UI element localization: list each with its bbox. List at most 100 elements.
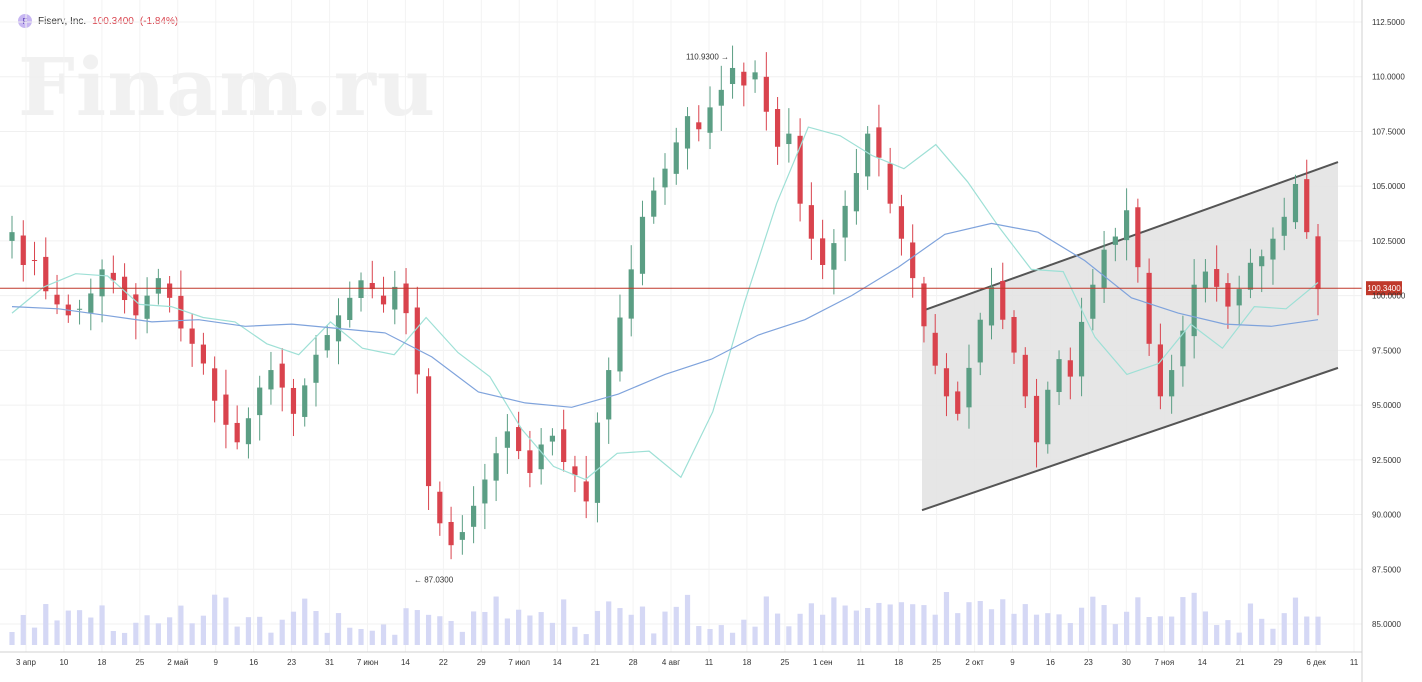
x-tick-label: 25 — [780, 658, 789, 667]
candle — [898, 206, 905, 239]
candle — [673, 142, 679, 174]
candle — [189, 328, 195, 344]
volume-bar — [392, 634, 398, 645]
y-tick-label: 85.0000 — [1372, 620, 1401, 629]
candle — [977, 319, 983, 363]
candle — [1011, 316, 1017, 353]
candle — [245, 418, 252, 445]
candle — [527, 450, 533, 473]
volume-bar — [1056, 614, 1062, 645]
price-change: (-1.84%) — [139, 15, 179, 27]
x-tick-label: 23 — [287, 658, 296, 667]
volume-bar — [786, 626, 792, 645]
candle — [718, 89, 724, 106]
x-tick-label: 14 — [401, 658, 410, 667]
candle — [876, 127, 882, 158]
candles — [9, 45, 1321, 560]
volume-bar — [425, 614, 432, 645]
candle — [20, 235, 26, 265]
y-tick-label: 90.0000 — [1372, 511, 1401, 520]
candle — [1067, 360, 1073, 377]
y-axis: 112.5000 110.0000 107.5000 105.0000 102.5000… — [1361, 0, 1406, 682]
volume-bar — [594, 610, 601, 645]
volume-bar — [763, 596, 769, 645]
volume-bar — [1214, 625, 1220, 645]
volume-bar — [943, 592, 950, 645]
candle — [955, 391, 961, 414]
candle — [358, 280, 364, 298]
candle — [1157, 344, 1163, 397]
volume-bar — [178, 605, 184, 645]
x-tick-label: 22 — [439, 658, 448, 667]
volume-bar — [898, 602, 905, 645]
volume-bar — [1281, 613, 1287, 645]
last-price-line: 100.3400 — [0, 281, 1402, 296]
volume-bar — [583, 634, 589, 645]
sma-slow-line — [11, 222, 1319, 408]
volume-bar — [876, 602, 882, 645]
candle — [290, 387, 297, 414]
x-tick-label: 29 — [477, 658, 486, 667]
candle — [538, 444, 544, 470]
candle — [1180, 330, 1186, 367]
candle — [797, 135, 803, 204]
candle — [347, 297, 353, 320]
volume-bar — [290, 611, 297, 645]
last-price: 100.3400 — [92, 15, 134, 27]
x-tick-label: 9 — [1010, 658, 1015, 667]
candle — [1022, 354, 1028, 397]
candle — [54, 294, 60, 305]
candle — [752, 72, 758, 80]
volume-bar — [347, 627, 353, 645]
volume-bar — [121, 632, 128, 645]
volume-bar — [20, 614, 26, 645]
x-tick-label: 23 — [1084, 658, 1093, 667]
volume-bar — [673, 606, 679, 645]
volume-bar — [1292, 597, 1299, 645]
candle — [606, 370, 612, 420]
candle — [842, 205, 848, 238]
x-tick-label: 4 авг — [662, 658, 680, 667]
y-tick-label: 102.5000 — [1372, 237, 1406, 246]
candle — [741, 71, 747, 86]
volume-bar — [718, 625, 724, 645]
volume-bar — [516, 609, 522, 645]
volume-bar — [54, 620, 60, 645]
volume-bar — [414, 610, 420, 645]
candle — [572, 466, 578, 476]
candle — [988, 286, 995, 326]
volume-bar — [729, 632, 736, 645]
x-tick-label: 7 ноя — [1154, 658, 1174, 667]
volume-bar — [99, 605, 105, 645]
volume-bar — [448, 620, 454, 645]
volume-bar — [335, 613, 342, 645]
price-tag-box — [1366, 281, 1402, 296]
volume-bar — [200, 615, 206, 645]
candle — [1045, 389, 1051, 445]
volume-bar — [797, 613, 803, 645]
volume-bar — [245, 617, 252, 645]
x-tick-label: 11 — [857, 658, 866, 667]
candle — [1281, 216, 1287, 236]
volume-bar — [955, 613, 961, 645]
candle — [493, 453, 499, 481]
candle — [594, 422, 601, 503]
ticker-name[interactable]: Fiserv, Inc. — [38, 15, 87, 27]
candle — [414, 307, 420, 375]
volume-bar — [1259, 618, 1265, 645]
volume-bar — [1112, 624, 1118, 645]
y-tick-label: 110.0000 — [1372, 73, 1405, 82]
y-tick-label: 92.5000 — [1372, 456, 1401, 465]
volume-bar — [1022, 604, 1028, 645]
x-tick-label: 21 — [1236, 658, 1245, 667]
volume-bar — [606, 601, 612, 645]
volume-bar — [538, 612, 544, 645]
volume-bar — [1191, 592, 1197, 645]
volume-bar — [1315, 616, 1321, 645]
volume-bar — [1101, 605, 1107, 645]
candle — [9, 232, 15, 241]
volume-bar — [403, 608, 409, 645]
channel-fill — [922, 162, 1338, 511]
volume-bar — [1000, 599, 1006, 645]
